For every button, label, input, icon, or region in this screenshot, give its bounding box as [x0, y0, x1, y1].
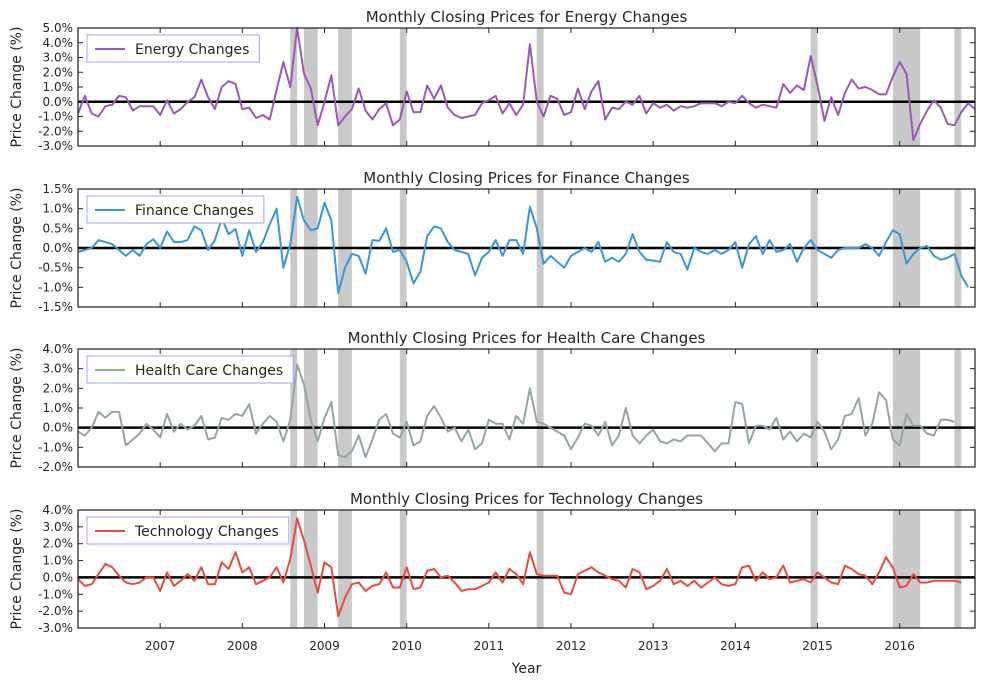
y-tick-label: 0.0%	[43, 241, 74, 255]
plot-frame	[77, 188, 976, 308]
plot-frame	[77, 348, 976, 468]
y-axis-label: Price Change (%)	[9, 509, 25, 630]
shaded-period	[399, 349, 407, 467]
y-axis-label: Price Change (%)	[9, 188, 25, 309]
y-tick-label: 0.0%	[43, 95, 74, 109]
panel-title: Monthly Closing Prices for Finance Chang…	[363, 169, 690, 187]
x-tick-label: 2014	[720, 639, 751, 653]
panel-3: Monthly Closing Prices for Health Care C…	[9, 329, 976, 474]
y-tick-label: -1.0%	[38, 280, 73, 294]
y-tick-label: 3.0%	[43, 520, 74, 534]
shaded-period	[338, 349, 352, 467]
y-tick-label: 0.0%	[43, 570, 74, 584]
plot-frame	[77, 27, 976, 147]
shaded-period	[290, 28, 298, 146]
x-tick-label: 2013	[638, 639, 669, 653]
y-tick-label: -1.0%	[38, 110, 73, 124]
legend-label: Health Care Changes	[135, 363, 283, 379]
series-line	[77, 363, 955, 459]
legend: Energy Changes	[86, 34, 260, 63]
shaded-period	[290, 510, 298, 628]
panel-title: Monthly Closing Prices for Health Care C…	[348, 329, 706, 347]
y-tick-label: -1.0%	[38, 587, 73, 601]
legend-label: Technology Changes	[134, 524, 279, 540]
x-axis-label: Year	[511, 661, 542, 677]
y-tick-label: 5.0%	[43, 21, 74, 35]
x-tick-label: 2010	[391, 639, 422, 653]
shaded-period	[290, 349, 298, 467]
y-tick-label: 1.0%	[43, 80, 74, 94]
x-tick-label: 2016	[884, 639, 915, 653]
shaded-period	[338, 28, 352, 146]
y-tick-label: 0.0%	[43, 421, 74, 435]
panel-title: Monthly Closing Prices for Technology Ch…	[350, 490, 703, 508]
y-tick-label: 3.0%	[43, 51, 74, 65]
shaded-period	[810, 510, 818, 628]
panel-4: Monthly Closing Prices for Technology Ch…	[9, 490, 976, 653]
shaded-period	[954, 510, 962, 628]
x-tick-label: 2007	[145, 639, 176, 653]
y-tick-label: -0.5%	[38, 261, 73, 275]
y-tick-label: -1.0%	[38, 440, 73, 454]
y-tick-label: 2.0%	[43, 537, 74, 551]
shaded-period	[536, 28, 544, 146]
y-tick-label: -2.0%	[38, 604, 73, 618]
y-tick-label: -2.0%	[38, 124, 73, 138]
x-tick-label: 2012	[556, 639, 587, 653]
shaded-period	[892, 349, 921, 467]
shaded-period	[399, 28, 407, 146]
legend-label: Finance Changes	[135, 203, 254, 219]
y-tick-label: -1.5%	[38, 300, 73, 314]
y-axis-label: Price Change (%)	[9, 27, 25, 148]
shaded-period	[954, 28, 962, 146]
x-tick-label: 2009	[309, 639, 340, 653]
panel-2: Monthly Closing Prices for Finance Chang…	[9, 169, 976, 314]
x-tick-label: 2015	[802, 639, 833, 653]
y-tick-label: 3.0%	[43, 362, 74, 376]
y-tick-label: 1.5%	[43, 182, 74, 196]
y-tick-label: 4.0%	[43, 503, 74, 517]
legend: Health Care Changes	[86, 355, 294, 384]
shaded-period	[399, 510, 407, 628]
shaded-period	[338, 510, 352, 628]
y-tick-label: 2.0%	[43, 65, 74, 79]
shaded-period	[954, 349, 962, 467]
x-tick-label: 2011	[474, 639, 505, 653]
shaded-period	[536, 349, 544, 467]
series-line	[77, 27, 976, 142]
y-tick-label: 1.0%	[43, 554, 74, 568]
y-tick-label: -3.0%	[38, 621, 73, 635]
shaded-period	[536, 510, 544, 628]
series-line	[77, 517, 962, 618]
panel-1: Monthly Closing Prices for Energy Change…	[9, 8, 976, 153]
legend: Technology Changes	[86, 516, 290, 545]
y-tick-label: 1.0%	[43, 202, 74, 216]
y-tick-label: -3.0%	[38, 139, 73, 153]
shaded-period	[303, 349, 318, 467]
shaded-period	[810, 28, 818, 146]
y-axis-label: Price Change (%)	[9, 348, 25, 469]
shaded-period	[810, 349, 818, 467]
y-tick-label: 0.5%	[43, 221, 74, 235]
legend: Finance Changes	[86, 195, 265, 224]
x-tick-label: 2008	[227, 639, 258, 653]
y-tick-label: -2.0%	[38, 460, 73, 474]
y-tick-label: 1.0%	[43, 401, 74, 415]
plot-frame	[77, 509, 976, 629]
y-tick-label: 4.0%	[43, 342, 74, 356]
panel-title: Monthly Closing Prices for Energy Change…	[366, 8, 688, 26]
y-tick-label: 2.0%	[43, 381, 74, 395]
series-line	[77, 195, 970, 295]
shaded-period	[892, 28, 921, 146]
legend-label: Energy Changes	[135, 42, 249, 58]
shaded-period	[892, 510, 921, 628]
y-tick-label: 4.0%	[43, 36, 74, 50]
